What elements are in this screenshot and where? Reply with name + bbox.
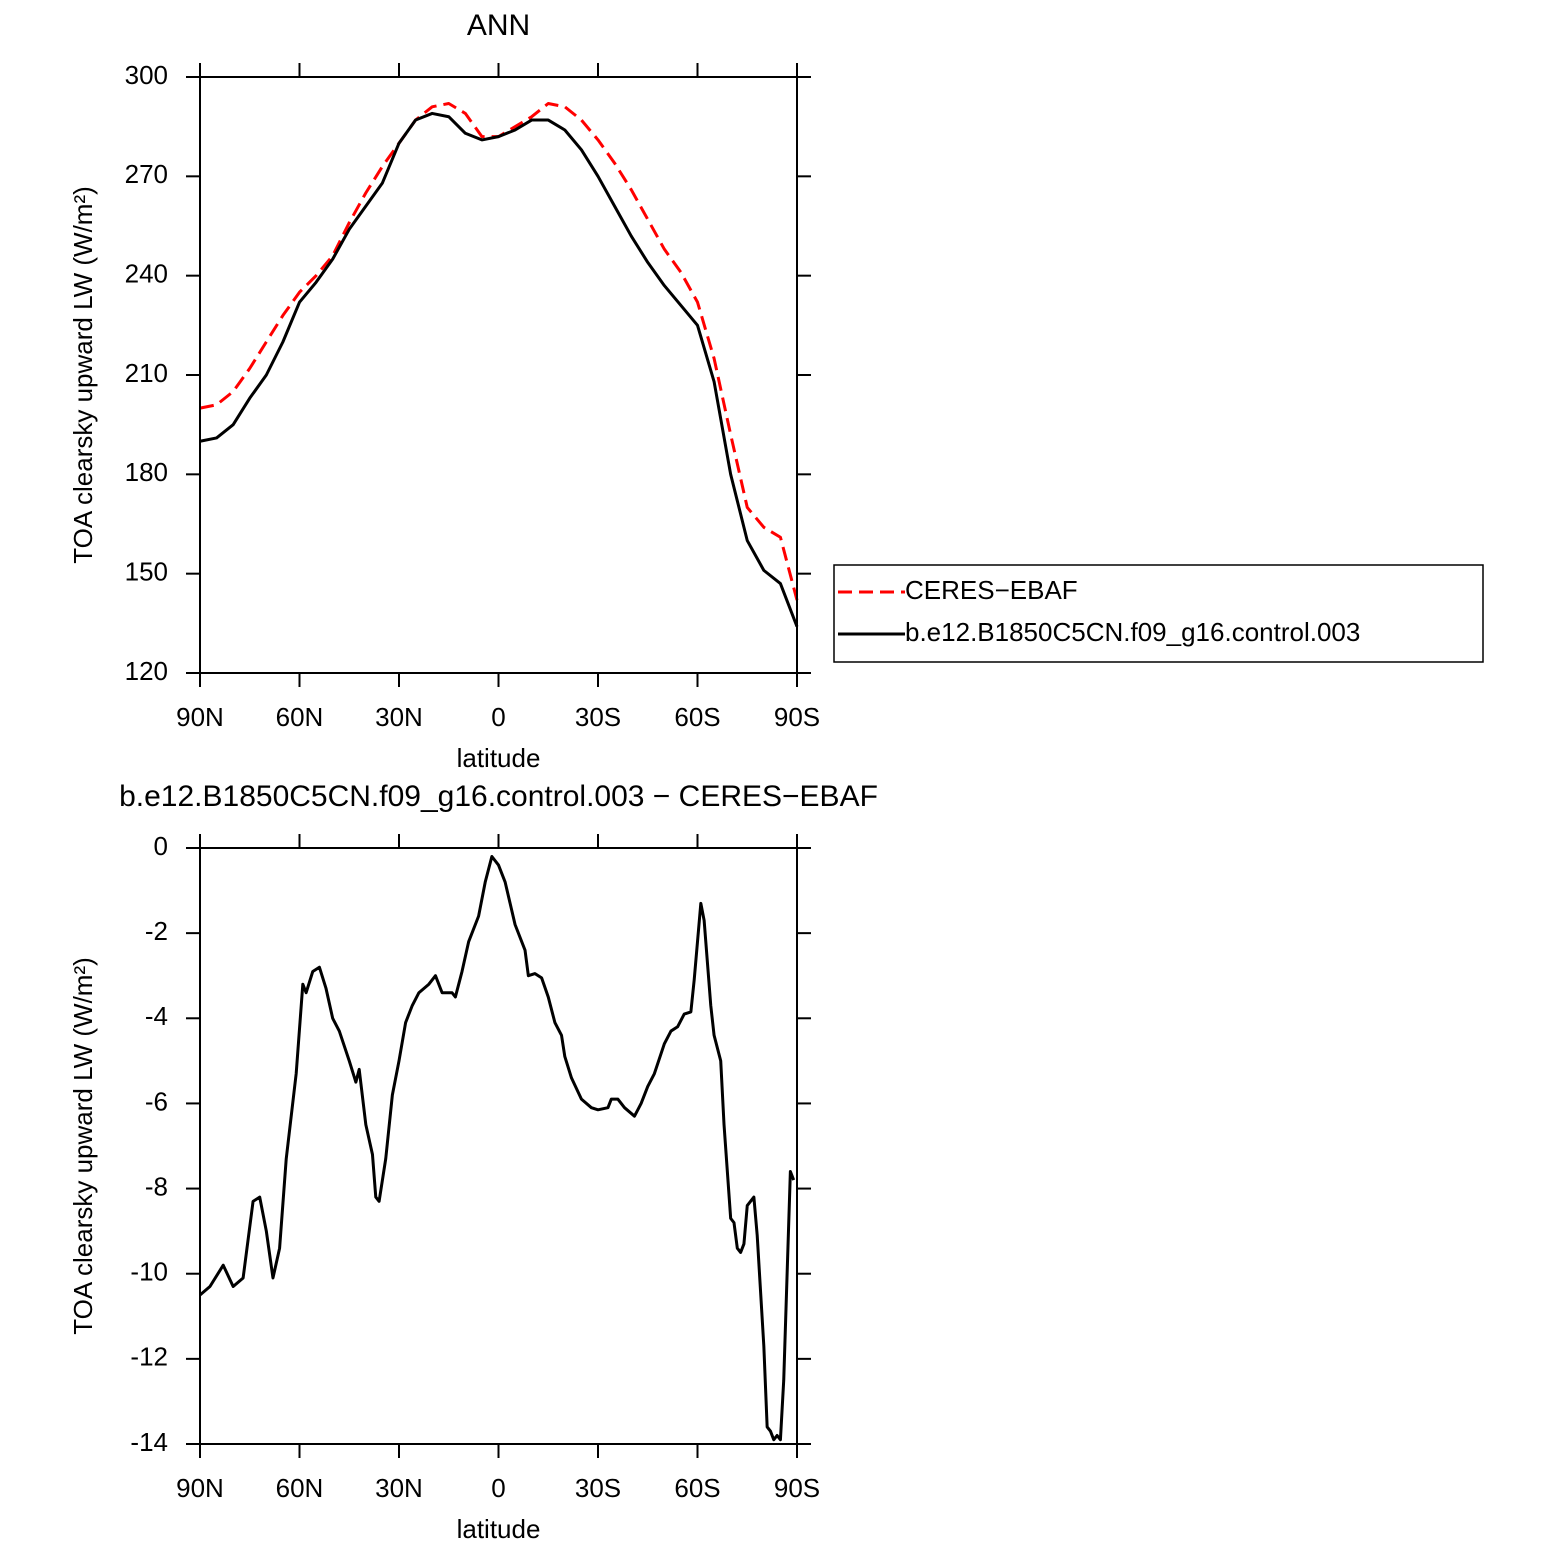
x-axis-label: latitude: [457, 743, 541, 773]
x-tick-label: 30S: [575, 1473, 621, 1503]
y-tick-label: -8: [145, 1171, 168, 1201]
chart-title: b.e12.B1850C5CN.f09_g16.control.003 − CE…: [119, 780, 878, 813]
x-tick-label: 90S: [774, 702, 820, 732]
legend-label: CERES−EBAF: [905, 575, 1078, 605]
y-tick-label: 240: [125, 259, 168, 289]
y-tick-label: -14: [130, 1427, 168, 1457]
x-tick-label: 30N: [375, 1473, 423, 1503]
data-line: [199, 855, 796, 1442]
y-tick-label: -10: [130, 1257, 168, 1287]
x-tick-label: 30N: [375, 702, 423, 732]
legend-box: [833, 564, 1484, 663]
x-tick-label: 0: [491, 702, 505, 732]
legend-label: b.e12.B1850C5CN.f09_g16.control.003: [905, 617, 1360, 647]
chart-title: ANN: [467, 9, 530, 42]
x-tick-label: 30S: [575, 702, 621, 732]
y-axis-label: TOA clearsky upward LW (W/m²): [68, 186, 98, 564]
data-line: [199, 101, 799, 601]
y-tick-label: 270: [125, 159, 168, 189]
x-tick-label: 0: [491, 1473, 505, 1503]
y-tick-label: 210: [125, 358, 168, 388]
x-tick-label: 90S: [774, 1473, 820, 1503]
x-axis-label: latitude: [457, 1514, 541, 1544]
y-tick-label: 0: [154, 831, 168, 861]
y-tick-label: 150: [125, 557, 168, 587]
x-tick-label: 60N: [276, 1473, 324, 1503]
y-axis-label: TOA clearsky upward LW (W/m²): [68, 957, 98, 1335]
y-tick-label: -4: [145, 1001, 168, 1031]
y-tick-label: -2: [145, 916, 168, 946]
x-tick-label: 90N: [176, 702, 224, 732]
x-tick-label: 60S: [674, 1473, 720, 1503]
y-tick-label: 300: [125, 60, 168, 90]
x-tick-label: 60N: [276, 702, 324, 732]
y-tick-label: -6: [145, 1086, 168, 1116]
plot-frame: [199, 76, 798, 674]
plot-frame: [199, 847, 798, 1445]
y-tick-label: 180: [125, 457, 168, 487]
data-line: [199, 111, 799, 628]
x-tick-label: 90N: [176, 1473, 224, 1503]
y-tick-label: 120: [125, 656, 168, 686]
y-tick-label: -12: [130, 1342, 168, 1372]
x-tick-label: 60S: [674, 702, 720, 732]
